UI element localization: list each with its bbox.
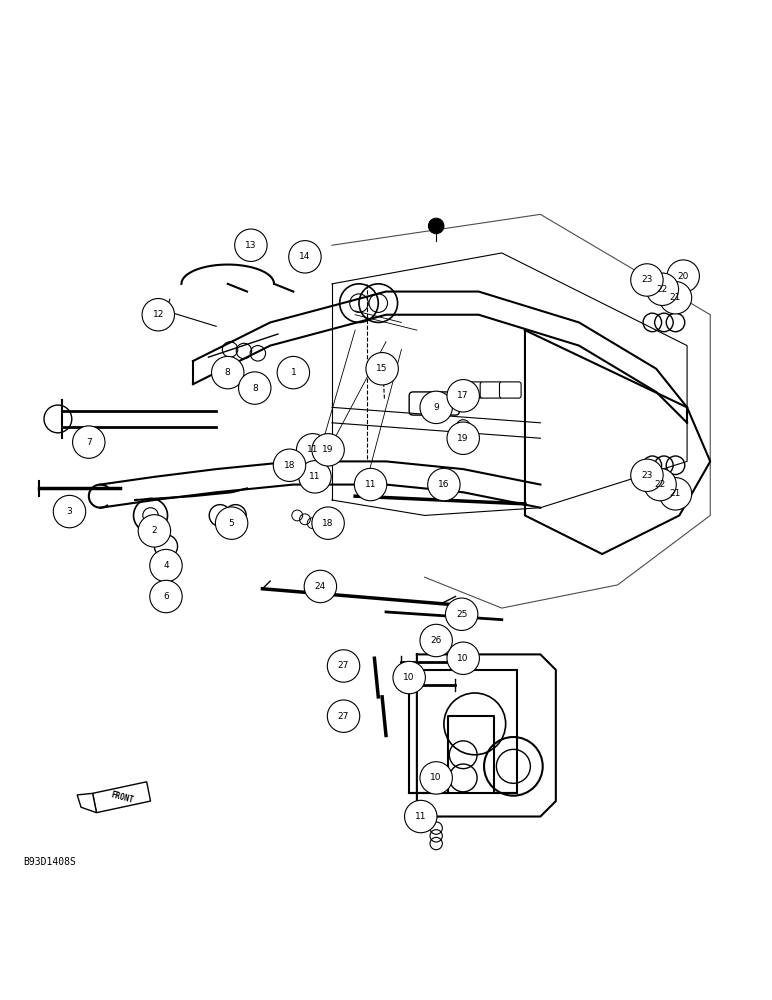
Text: 9: 9 [433,403,439,412]
Circle shape [447,380,479,412]
Circle shape [644,468,676,501]
Circle shape [659,282,692,314]
Text: 18: 18 [323,519,334,528]
FancyBboxPatch shape [480,382,502,398]
Circle shape [366,353,398,385]
Text: 19: 19 [458,434,469,443]
Circle shape [304,570,337,603]
Circle shape [312,507,344,539]
Circle shape [277,356,310,389]
Circle shape [327,650,360,682]
Text: 17: 17 [458,391,469,400]
Text: 27: 27 [338,661,349,670]
Text: 12: 12 [153,310,164,319]
Text: 21: 21 [670,293,681,302]
Text: B93D1408S: B93D1408S [23,857,76,867]
Circle shape [447,422,479,454]
Circle shape [312,434,344,466]
Text: 10: 10 [431,773,442,782]
FancyBboxPatch shape [499,382,521,398]
Text: 25: 25 [456,610,467,619]
Text: 24: 24 [315,582,326,591]
Text: 23: 23 [642,471,652,480]
Circle shape [420,391,452,424]
Text: 4: 4 [163,561,169,570]
Circle shape [215,507,248,539]
Circle shape [631,264,663,296]
Text: 2: 2 [151,526,157,535]
Text: 11: 11 [307,445,318,454]
Text: 6: 6 [163,592,169,601]
FancyBboxPatch shape [461,382,482,398]
Text: 18: 18 [284,461,295,470]
Circle shape [239,372,271,404]
Text: 11: 11 [310,472,320,481]
Circle shape [150,549,182,582]
Circle shape [296,434,329,466]
Circle shape [445,598,478,630]
Text: 22: 22 [657,285,668,294]
Circle shape [420,762,452,794]
Text: 27: 27 [338,712,349,721]
Circle shape [428,468,460,501]
Text: 11: 11 [415,812,426,821]
Text: 7: 7 [86,438,92,447]
Circle shape [212,356,244,389]
Circle shape [646,273,679,305]
Circle shape [289,241,321,273]
Text: 8: 8 [252,384,258,393]
Text: 10: 10 [458,654,469,663]
Text: 15: 15 [377,364,388,373]
Circle shape [420,624,452,657]
Text: 13: 13 [245,241,256,250]
Polygon shape [77,793,96,813]
Text: 14: 14 [300,252,310,261]
Circle shape [405,800,437,833]
Circle shape [659,478,692,510]
Circle shape [447,642,479,674]
Text: 5: 5 [229,519,235,528]
Text: 26: 26 [431,636,442,645]
Circle shape [273,449,306,481]
Text: 21: 21 [670,489,681,498]
Text: 16: 16 [438,480,449,489]
Text: 20: 20 [678,272,689,281]
Circle shape [393,661,425,694]
Text: 8: 8 [225,368,231,377]
Circle shape [354,468,387,501]
Circle shape [667,260,699,292]
Text: 1: 1 [290,368,296,377]
Text: 23: 23 [642,275,652,284]
Text: 3: 3 [66,507,73,516]
Circle shape [138,515,171,547]
Circle shape [631,459,663,492]
Circle shape [142,299,174,331]
Text: 10: 10 [404,673,415,682]
Circle shape [150,580,182,613]
Circle shape [299,461,331,493]
FancyBboxPatch shape [409,392,459,415]
Text: FRONT: FRONT [110,790,134,805]
Circle shape [53,495,86,528]
Circle shape [428,218,444,234]
Text: 11: 11 [365,480,376,489]
Polygon shape [93,782,151,813]
Circle shape [235,229,267,261]
Circle shape [327,700,360,732]
Circle shape [73,426,105,458]
Text: 22: 22 [655,480,665,489]
Text: 19: 19 [323,445,334,454]
